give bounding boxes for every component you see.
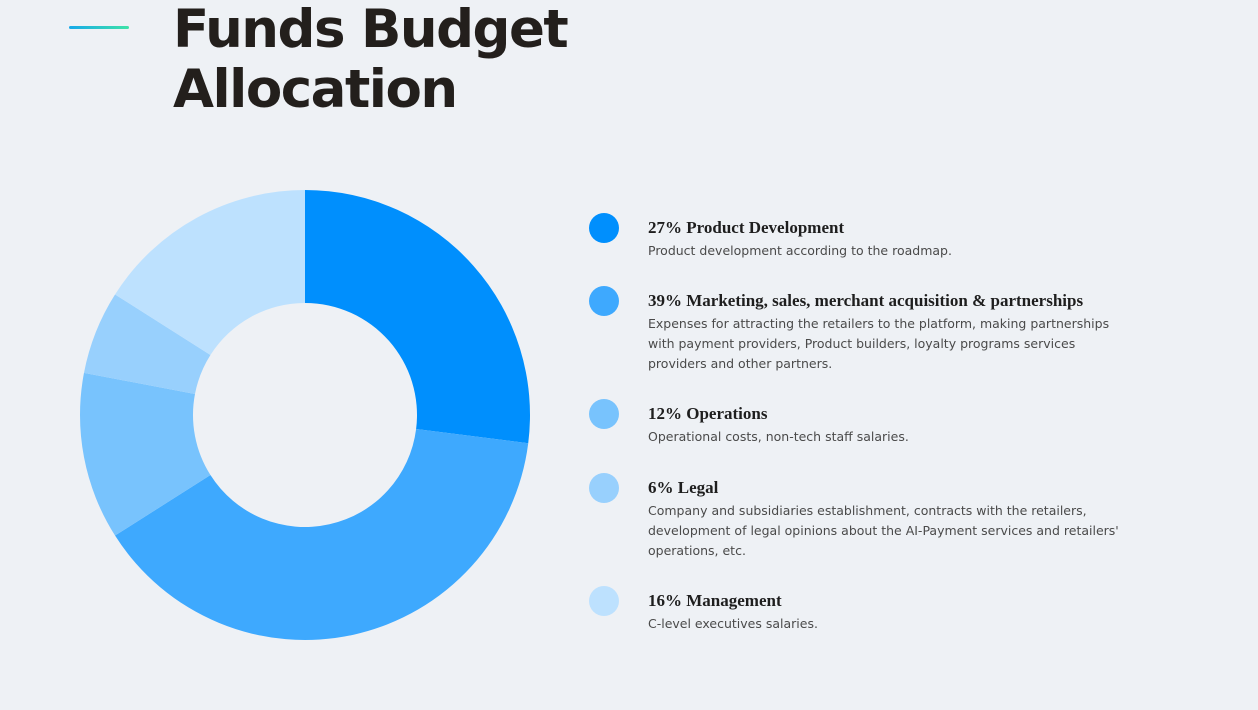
legend-description-product-development: Product development according to the roa…	[648, 243, 952, 258]
legend-description-management: C-level executives salaries.	[648, 616, 818, 631]
donut-slice-marketing	[115, 429, 529, 640]
legend-description-legal: Company and subsidiaries establishment, …	[648, 503, 1119, 558]
donut-slice-legal	[83, 294, 211, 395]
donut-slice-operations	[80, 372, 211, 536]
legend-dot-operations	[589, 399, 619, 429]
legend-description-operations: Operational costs, non-tech staff salari…	[648, 429, 909, 444]
legend-title-marketing: 39% Marketing, sales, merchant acquisiti…	[648, 291, 1084, 310]
title-accent-line	[69, 26, 129, 29]
page-title-line-2: Allocation	[173, 59, 458, 120]
legend-dot-management	[589, 586, 619, 616]
legend-dot-legal	[589, 473, 619, 503]
donut-slice-management	[115, 190, 305, 355]
page-title: Funds Budget Allocation	[173, 0, 569, 120]
legend-dot-product-development	[589, 213, 619, 243]
legend-title-legal: 6% Legal	[648, 478, 719, 497]
budget-donut-chart	[80, 190, 530, 640]
legend-description-marketing: Expenses for attracting the retailers to…	[648, 316, 1110, 371]
legend-dot-marketing	[589, 286, 619, 316]
legend-title-operations: 12% Operations	[648, 404, 768, 423]
legend-title-product-development: 27% Product Development	[648, 218, 845, 237]
legend-title-management: 16% Management	[648, 591, 782, 610]
page-title-line-1: Funds Budget	[173, 0, 569, 60]
donut-slice-product-development	[305, 190, 530, 444]
